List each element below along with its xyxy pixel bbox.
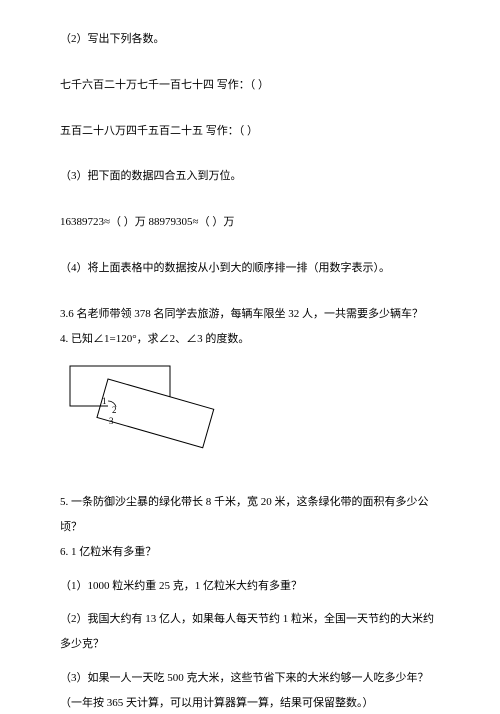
geometry-label-3: 3 — [109, 416, 114, 426]
q4-title: （4）将上面表格中的数据按从小到大的顺序排一排（用数字表示）。 — [60, 259, 440, 279]
q6-sub1: （1）1000 粒米约重 25 克，1 亿粒米大约有多重？ — [60, 577, 440, 597]
q3-line: 16389723≈（ ）万 88979305≈（ ）万 — [60, 213, 440, 233]
q6-sub3b: （一年按 365 天计算，可以用计算器算一算，结果可保留整数。） — [60, 694, 440, 714]
q2-item-1: 七千六百二十万七千一百七十四 写作：（ ） — [60, 76, 440, 96]
q3-title: （3）把下面的数据四合五入到万位。 — [60, 167, 440, 187]
q6-sub2b: 多少克？ — [60, 635, 440, 655]
q5-line1: 5. 一条防御沙尘暴的绿化带长 8 千米，宽 20 米，这条绿化带的面积有多少公 — [60, 493, 440, 513]
q34-line2: 4. 已知∠1=120°，求∠2、∠3 的度数。 — [60, 330, 440, 350]
geometry-figure: 1 2 3 — [60, 361, 440, 459]
q6-title: 6. 1 亿粒米有多重？ — [60, 543, 440, 563]
q34-line1: 3.6 名老师带领 378 名同学去旅游，每辆车限坐 32 人，一共需要多少辆车… — [60, 305, 440, 325]
q2-item-2: 五百二十八万四千五百二十五 写作：（ ） — [60, 122, 440, 142]
q2-title: （2）写出下列各数。 — [60, 30, 440, 50]
q6-sub3a: （3）如果一人一天吃 500 克大米，这些节省下来的大米约够一人吃多少年？ — [60, 669, 440, 689]
q6-sub2a: （2）我国大约有 13 亿人，如果每人每天节约 1 粒米，全国一天节约的大米约 — [60, 610, 440, 630]
geometry-label-1: 1 — [102, 396, 107, 406]
q5-line2: 顷？ — [60, 518, 440, 538]
geometry-label-2: 2 — [112, 405, 117, 415]
